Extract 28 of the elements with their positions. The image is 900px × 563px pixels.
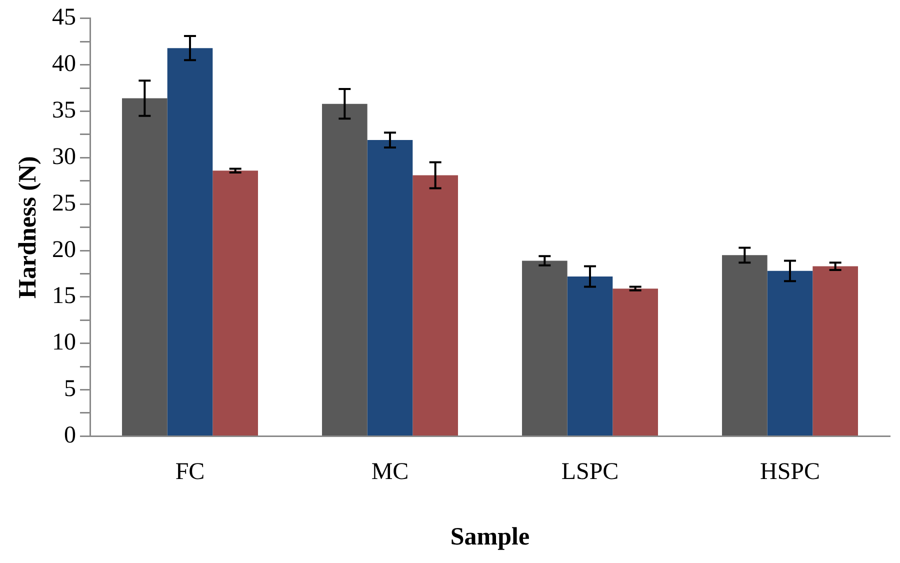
bar — [167, 48, 213, 436]
y-tick-label: 25 — [52, 190, 76, 216]
x-axis-title: Sample — [450, 523, 530, 550]
bar — [612, 288, 658, 436]
y-tick-label: 30 — [52, 144, 76, 170]
y-axis-title: Hardness (N) — [14, 156, 42, 298]
bar — [767, 270, 813, 436]
x-tick-label: MC — [371, 458, 409, 485]
bar — [322, 104, 368, 436]
x-tick-label: LSPC — [561, 458, 619, 485]
bar — [212, 170, 258, 436]
bar — [722, 255, 768, 436]
y-tick-label: 15 — [52, 283, 76, 310]
bar — [122, 98, 168, 436]
y-tick-label: 0 — [64, 422, 76, 448]
bar — [812, 266, 858, 436]
y-tick-label: 35 — [52, 98, 76, 124]
bar — [522, 260, 568, 436]
bar — [567, 276, 613, 436]
bar — [412, 175, 458, 436]
y-tick-label: 5 — [64, 376, 76, 402]
y-tick-label: 20 — [52, 236, 76, 263]
y-tick-label: 45 — [52, 4, 76, 31]
y-tick-label: 10 — [52, 330, 76, 356]
x-tick-label: FC — [175, 458, 205, 485]
x-tick-label: HSPC — [760, 458, 820, 485]
bar — [367, 140, 413, 436]
y-tick-label: 40 — [52, 51, 76, 78]
